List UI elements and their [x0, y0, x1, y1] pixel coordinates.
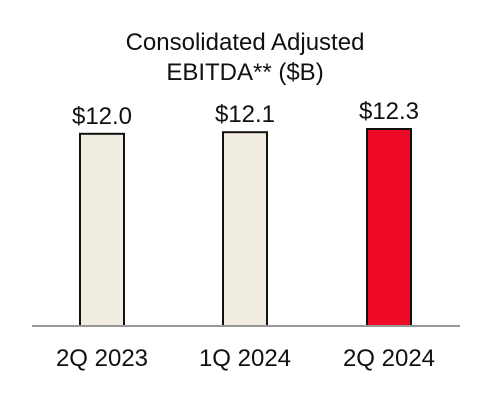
- value-label-2q-2024: $12.3: [359, 98, 419, 125]
- chart-title-line-1: Consolidated Adjusted: [126, 29, 365, 56]
- bar-2q-2024: [366, 128, 412, 327]
- value-label-2q-2023: $12.0: [72, 103, 132, 130]
- bar-2q-2023: [79, 132, 125, 327]
- x-tick-label-2q-2024: 2Q 2024: [343, 345, 435, 372]
- chart-title: Consolidated Adjusted EBITDA** ($B): [126, 29, 365, 86]
- x-tick-label-1q-2024: 1Q 2024: [199, 345, 291, 372]
- value-labels: $12.0 $12.1 $12.3: [72, 98, 419, 130]
- bars: [79, 128, 412, 327]
- x-tick-label-2q-2023: 2Q 2023: [56, 345, 148, 372]
- x-tick-labels: 2Q 2023 1Q 2024 2Q 2024: [56, 345, 435, 372]
- value-label-1q-2024: $12.1: [215, 101, 275, 128]
- chart-title-line-2: EBITDA** ($B): [166, 59, 323, 86]
- bar-1q-2024: [222, 131, 268, 327]
